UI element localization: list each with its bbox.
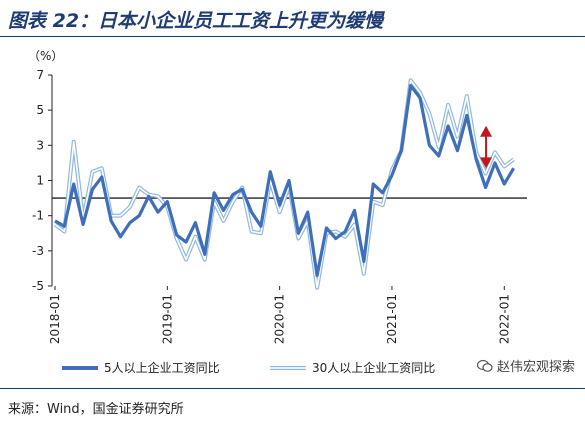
series-line-30-inner bbox=[54, 79, 515, 289]
y-tick-label: 3 bbox=[36, 138, 44, 152]
x-tick-label: 2021-01 bbox=[385, 294, 399, 344]
x-tick-label: 2020-01 bbox=[273, 294, 287, 344]
source-note: 来源：Wind，国金证券研究所 bbox=[8, 402, 184, 417]
watermark: 赵伟宏观探索 bbox=[476, 356, 575, 375]
y-axis-unit-label: （%） bbox=[28, 49, 63, 63]
y-tick-label: 5 bbox=[36, 103, 44, 117]
chart-title: 图表 22：日本小企业员工工资上升更为缓慢 bbox=[8, 10, 384, 32]
y-tick-label: 1 bbox=[36, 174, 44, 188]
annotation-arrow-head-down bbox=[480, 157, 493, 169]
series-line-5 bbox=[54, 83, 516, 278]
y-tick-label: -5 bbox=[32, 279, 44, 293]
y-tick-label: 7 bbox=[36, 68, 44, 82]
title-divider bbox=[0, 36, 585, 37]
annotation-arrow-head-up bbox=[480, 125, 493, 137]
x-tick-label: 2022-01 bbox=[497, 294, 511, 344]
y-tick-label: -3 bbox=[32, 244, 44, 258]
x-tick-label: 2019-01 bbox=[160, 294, 174, 344]
legend-label-30: 30人以上企业工资同比 bbox=[312, 360, 435, 375]
footer-divider bbox=[0, 388, 585, 389]
x-tick-label: 2018-01 bbox=[48, 294, 62, 344]
watermark-text: 赵伟宏观探索 bbox=[496, 360, 575, 375]
legend-label-5: 5人以上企业工资同比 bbox=[104, 360, 220, 375]
y-tick-label: -1 bbox=[32, 209, 44, 223]
wechat-icon bbox=[476, 359, 493, 372]
series-line-30-outer bbox=[53, 78, 515, 290]
line-chart: （%） -5 -3 -1 1 3 5 7 2018-01 2019-01 2020-01 2021-0… bbox=[28, 49, 527, 375]
